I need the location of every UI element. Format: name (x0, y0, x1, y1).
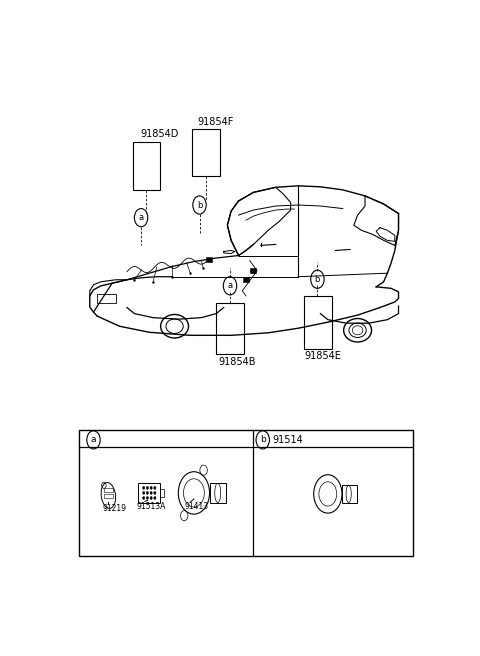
Text: b: b (260, 436, 265, 444)
Bar (304, 296, 332, 349)
Circle shape (154, 486, 156, 489)
Text: a: a (228, 281, 233, 291)
Circle shape (146, 497, 148, 499)
Text: b: b (315, 275, 320, 284)
Bar (216, 304, 244, 354)
Text: 91854D: 91854D (140, 129, 179, 139)
Circle shape (146, 486, 148, 489)
Circle shape (150, 491, 152, 495)
Circle shape (143, 486, 145, 489)
Bar (97, 295, 116, 304)
Bar (243, 277, 249, 282)
Text: b: b (197, 201, 202, 209)
Bar (251, 268, 256, 273)
Circle shape (143, 491, 145, 495)
Bar (206, 256, 212, 262)
Bar (132, 142, 160, 190)
Bar (104, 488, 113, 493)
Bar (79, 430, 413, 556)
Text: 91514: 91514 (272, 435, 303, 445)
Circle shape (143, 497, 145, 499)
Text: a: a (139, 213, 144, 222)
Bar (210, 483, 226, 503)
Circle shape (146, 491, 148, 495)
Text: 91854F: 91854F (198, 117, 234, 127)
Circle shape (150, 497, 152, 499)
Text: 91854E: 91854E (305, 352, 342, 361)
Text: 91413: 91413 (185, 501, 209, 510)
Bar (138, 483, 160, 503)
Bar (104, 494, 113, 498)
Circle shape (150, 486, 152, 489)
Circle shape (154, 491, 156, 495)
Text: 91513A: 91513A (136, 501, 166, 510)
Bar (160, 489, 164, 497)
Bar (192, 129, 220, 176)
Text: a: a (91, 436, 96, 444)
Text: 91219: 91219 (103, 504, 127, 513)
Bar (342, 485, 357, 503)
Text: 91854B: 91854B (219, 357, 256, 367)
Circle shape (154, 497, 156, 499)
